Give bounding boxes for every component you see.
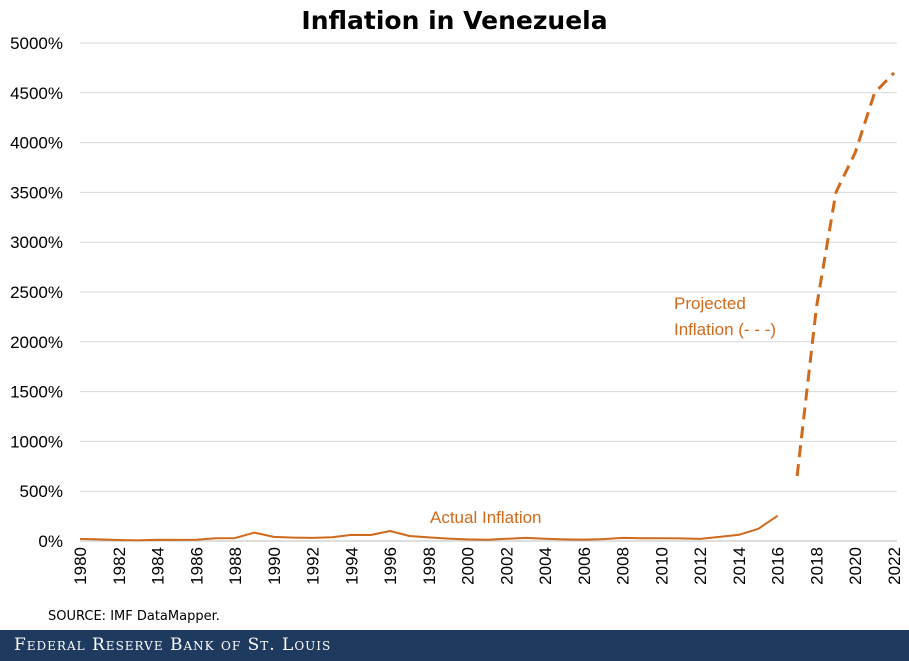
series-layer (79, 71, 896, 542)
y-axis-ticks: 0% 500% 1000% 1500% 2000% 2500% 3000% 3500% 4000… (10, 34, 63, 551)
x-tick-label: 2006 (575, 547, 594, 585)
x-tick-label: 1996 (381, 547, 400, 585)
x-tick-label: 1980 (71, 547, 90, 585)
x-tick-label: 1988 (226, 547, 245, 585)
y-tick-label: 3000% (10, 233, 63, 252)
x-tick-label: 2020 (846, 547, 865, 585)
x-axis-ticks: 1980 1982 1984 1986 1988 1990 1992 1994 1996 1998… (71, 547, 904, 585)
x-tick-label: 1982 (110, 547, 129, 585)
series-actual-inflation-line (79, 514, 779, 542)
x-tick-label: 2014 (730, 547, 749, 585)
x-tick-label: 2022 (885, 547, 904, 585)
y-tick-label: 4500% (10, 84, 63, 103)
chart-title: Inflation in Venezuela (301, 6, 608, 35)
x-tick-label: 1992 (304, 547, 323, 585)
y-tick-label: 2500% (10, 283, 63, 302)
y-tick-label: 4000% (10, 134, 63, 153)
annotation-projected-line1: Projected (674, 294, 746, 313)
y-tick-label: 1000% (10, 432, 63, 451)
x-tick-label: 1990 (265, 547, 284, 585)
annotation-projected-line2: Inflation (- - -) (674, 320, 776, 339)
series-projected-inflation-line (795, 71, 896, 477)
x-tick-label: 1984 (149, 547, 168, 585)
y-tick-label: 3500% (10, 183, 63, 202)
source-note: SOURCE: IMF DataMapper. (48, 609, 220, 624)
footer-logo-text: Federal Reserve Bank of St. Louis (14, 635, 332, 655)
x-tick-label: 1994 (342, 547, 361, 585)
y-tick-label: 5000% (10, 34, 63, 53)
x-tick-label: 2008 (614, 547, 633, 585)
footer-bar: Federal Reserve Bank of St. Louis (0, 630, 909, 661)
gridlines (80, 42, 897, 492)
y-tick-label: 1500% (10, 383, 63, 402)
x-tick-label: 2018 (807, 547, 826, 585)
x-tick-label: 2016 (769, 547, 788, 585)
x-tick-label: 1986 (187, 547, 206, 585)
x-tick-label: 2000 (459, 547, 478, 585)
x-tick-label: 2004 (536, 547, 555, 585)
annotation-actual-inflation: Actual Inflation (430, 508, 542, 527)
x-tick-label: 2002 (497, 547, 516, 585)
y-tick-label: 500% (20, 482, 63, 501)
x-tick-label: 1998 (420, 547, 439, 585)
x-tick-label: 2010 (652, 547, 671, 585)
x-tick-label: 2012 (691, 547, 710, 585)
y-tick-label: 2000% (10, 333, 63, 352)
y-tick-label: 0% (38, 532, 63, 551)
